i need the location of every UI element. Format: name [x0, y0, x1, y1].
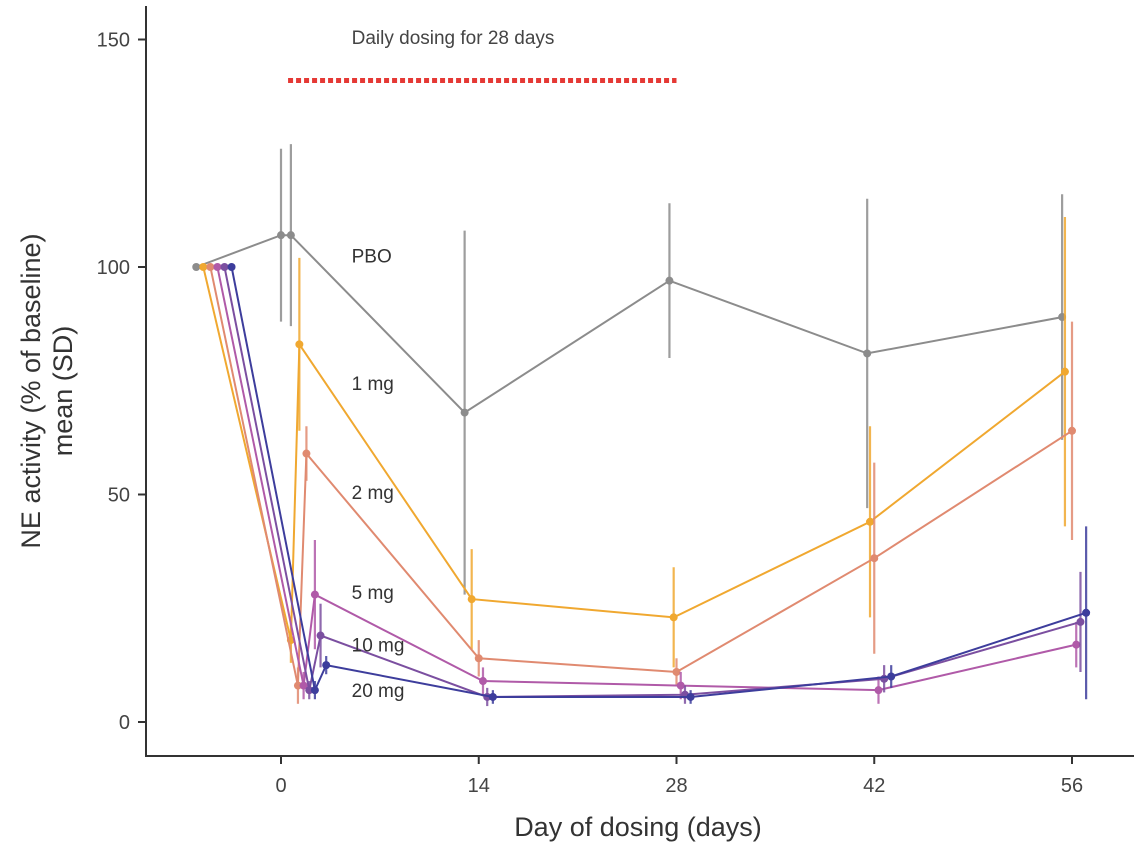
data-point: [310, 590, 319, 599]
y-tick-label: 150: [97, 30, 130, 52]
data-point: [305, 686, 314, 695]
data-point: [295, 340, 304, 349]
data-point: [206, 263, 215, 271]
series-line: [223, 266, 1081, 699]
data-point: [1082, 608, 1091, 617]
x-axis-title: Day of dosing (days): [514, 812, 762, 842]
data-point: [478, 677, 487, 686]
data-point: [286, 231, 295, 240]
data-point: [227, 263, 236, 271]
y-axis: 0 50 100 150: [97, 30, 146, 734]
data-point: [199, 263, 208, 271]
y-axis-title-line1: NE activity (% of baseline): [16, 233, 46, 548]
series-label-5-mg: 5 mg: [352, 583, 394, 604]
data-point: [302, 449, 311, 458]
y-axis-title: NE activity (% of baseline) mean (SD): [16, 233, 78, 548]
data-point: [870, 554, 879, 563]
series-20-mg: [227, 263, 1091, 704]
data-point: [277, 231, 285, 240]
series-label-20-mg: 20 mg: [352, 681, 405, 702]
x-axis: 0 14 28 42 56: [275, 756, 1083, 797]
y-tick-label: 50: [108, 485, 130, 507]
data-point: [665, 276, 674, 285]
y-axis-title-line2: mean (SD): [48, 326, 78, 457]
series-10-mg: [220, 263, 1085, 707]
data-point: [310, 686, 319, 695]
x-tick-label: 56: [1061, 775, 1083, 797]
series-label-10-mg: 10 mg: [352, 635, 405, 656]
data-point: [672, 667, 681, 676]
data-point: [1076, 617, 1085, 626]
data-point: [220, 263, 229, 271]
data-point: [1060, 367, 1069, 376]
series-1-mg: [199, 216, 1069, 668]
series-line: [209, 266, 1073, 686]
series-label-2-mg: 2 mg: [352, 483, 394, 504]
x-tick-label: 28: [665, 775, 687, 797]
data-point: [669, 613, 678, 622]
x-tick-label: 0: [275, 775, 286, 797]
series-line: [202, 266, 1066, 641]
data-point: [316, 631, 325, 640]
dosing-annotation-text: Daily dosing for 28 days: [352, 28, 555, 49]
plot-area: [192, 144, 1091, 707]
data-point: [686, 692, 695, 701]
series-label-pbo: PBO: [352, 246, 392, 267]
data-point: [488, 692, 497, 701]
series-line: [195, 234, 1063, 414]
data-point: [874, 686, 883, 695]
series-5-mg: [213, 263, 1081, 704]
series-label-1-mg: 1 mg: [352, 374, 394, 395]
x-tick-label: 14: [468, 775, 490, 797]
data-point: [676, 681, 685, 690]
x-tick-label: 42: [863, 775, 885, 797]
data-point: [887, 672, 896, 681]
y-tick-label: 0: [119, 712, 130, 734]
series-line: [216, 266, 1077, 692]
data-point: [1072, 640, 1081, 649]
series-labels: PBO 1 mg 2 mg 5 mg 10 mg 20 mg: [352, 246, 405, 702]
series-line: [230, 266, 1087, 698]
series-2-mg: [206, 263, 1076, 704]
data-point: [213, 263, 222, 271]
data-point: [467, 595, 476, 604]
data-point: [322, 661, 331, 670]
series-pbo: [192, 144, 1067, 595]
data-point: [460, 408, 469, 417]
y-tick-label: 100: [97, 257, 130, 279]
data-point: [192, 263, 201, 271]
data-point: [1068, 426, 1076, 435]
data-point: [863, 349, 872, 358]
data-point: [293, 681, 302, 690]
data-point: [866, 517, 875, 526]
data-point: [299, 681, 308, 690]
data-point: [474, 654, 483, 663]
